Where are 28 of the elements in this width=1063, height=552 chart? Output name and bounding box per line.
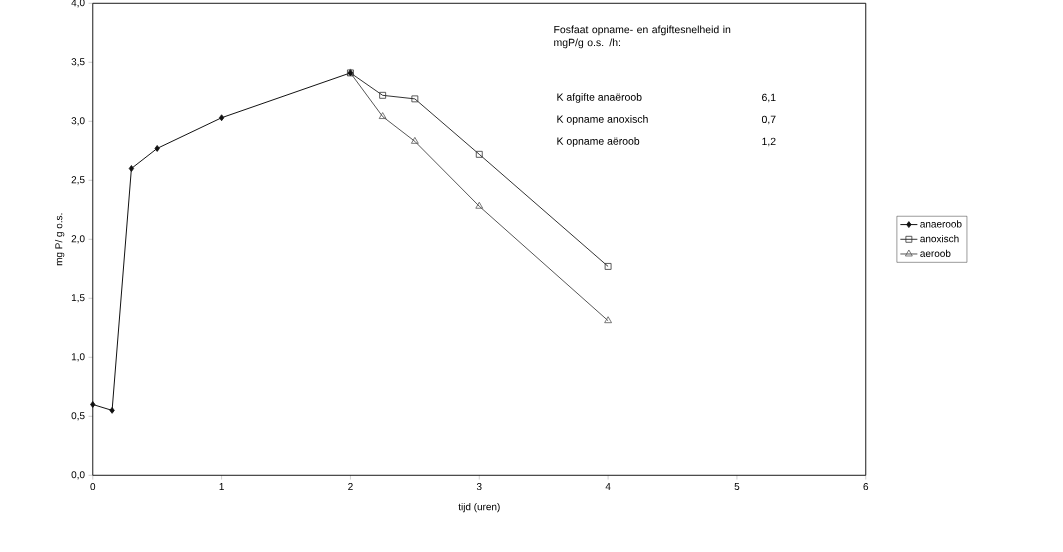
y-axis-title: mg P/ g o.s.	[55, 213, 65, 266]
y-tick-label: 3,5	[71, 58, 85, 67]
x-tick-label: 0	[90, 483, 96, 491]
x-tick-label: 5	[734, 483, 740, 490]
y-tick-label: 1,0	[71, 353, 85, 362]
annotation: K afgifte anaëroob	[557, 93, 642, 103]
legend-label: anoxisch	[920, 234, 959, 243]
x-tick-label: 6	[863, 483, 869, 491]
annotation: 6,1	[762, 93, 776, 103]
legend-label: anaeroob	[920, 220, 962, 228]
y-tick-label: 0,0	[71, 471, 85, 480]
annotation: K opname aëroob	[557, 137, 640, 147]
y-tick-label: 3,0	[71, 117, 85, 126]
y-tick-label: 4,0	[71, 0, 85, 8]
y-tick-label: 0,5	[71, 412, 85, 421]
y-tick-label: 2,5	[71, 176, 85, 185]
y-tick-label: 2,0	[71, 235, 85, 244]
x-tick-label: 1	[219, 483, 224, 490]
x-tick-label: 3	[476, 483, 482, 491]
annotation: K opname anoxisch	[557, 115, 648, 125]
legend-label: aeroob	[920, 249, 951, 257]
x-tick-label: 4	[605, 483, 611, 490]
annotation: 1,2	[762, 137, 776, 147]
annotation: Fosfaat opname- en afgiftesnelheid in mgP/g o.s. /h:	[554, 25, 731, 49]
x-tick-label: 2	[348, 483, 353, 491]
x-axis-title: tijd (uren)	[458, 502, 500, 513]
annotation: 0,7	[761, 115, 776, 125]
y-tick-label: 1,5	[71, 294, 85, 303]
